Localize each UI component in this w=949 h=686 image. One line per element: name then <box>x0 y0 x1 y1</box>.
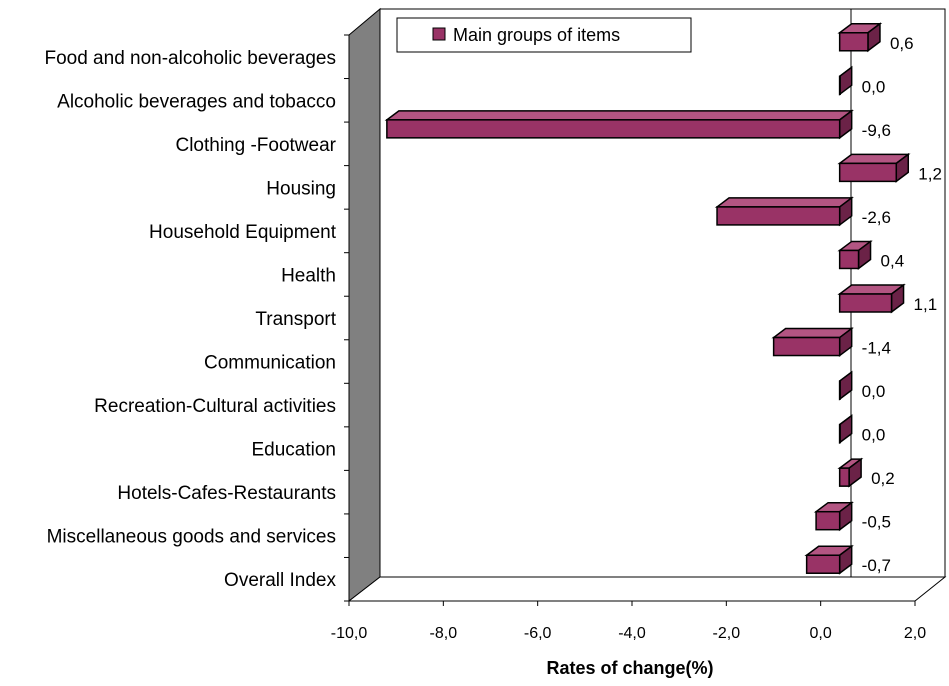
category-label: Household Equipment <box>149 222 337 243</box>
bar-front <box>838 32 869 52</box>
data-label: -9,6 <box>862 121 891 140</box>
bar <box>837 152 911 183</box>
category-label: Transport <box>255 309 336 330</box>
bars <box>384 22 911 575</box>
category-label: Recreation-Cultural activities <box>94 396 336 417</box>
category-label: Communication <box>204 353 336 374</box>
x-tick-label: 2,0 <box>904 625 926 642</box>
value-axis <box>348 600 916 606</box>
x-tick-label: 0,0 <box>810 625 832 642</box>
category-label: Education <box>251 440 336 461</box>
legend-label: Main groups of items <box>453 25 620 45</box>
data-label: -2,6 <box>862 208 891 227</box>
bar <box>838 65 853 96</box>
category-label: Housing <box>266 178 336 199</box>
x-tick-label: -8,0 <box>430 625 458 642</box>
data-label: 1,2 <box>918 164 942 183</box>
bar <box>771 327 854 358</box>
bar <box>804 544 854 575</box>
legend-box <box>396 17 692 53</box>
bar-top <box>771 327 854 339</box>
category-label: Miscellaneous goods and services <box>47 527 336 548</box>
bar <box>837 22 883 53</box>
data-label: -1,4 <box>862 339 891 358</box>
bar-front <box>716 206 841 226</box>
tick-labels: -10,0 -8,0 -6,0 -4,0 -2,0 0,0 2,0 <box>331 625 926 642</box>
data-label: 1,1 <box>914 295 938 314</box>
data-label: 0,2 <box>871 469 895 488</box>
category-label: Food and non-alcoholic beverages <box>44 48 336 69</box>
bar-front <box>838 467 850 487</box>
bar-front <box>386 119 841 139</box>
x-axis-title: Rates of change(%) <box>546 658 713 678</box>
floor <box>347 576 947 602</box>
bar <box>837 457 864 488</box>
bar <box>838 414 853 445</box>
bar-front <box>838 75 841 96</box>
category-axis <box>344 34 350 602</box>
bar-top <box>384 110 854 121</box>
legend-swatch <box>432 27 446 41</box>
bar-front <box>838 423 841 444</box>
data-label: -0,7 <box>862 556 891 575</box>
category-label: Hotels-Cafes-Restaurants <box>117 483 336 504</box>
bar <box>838 370 853 401</box>
bar-front <box>838 249 860 270</box>
bar <box>384 109 854 140</box>
data-label: 0,0 <box>862 426 886 445</box>
bar-top <box>714 197 854 208</box>
x-tick-label: -10,0 <box>331 625 368 642</box>
bar-front <box>838 380 841 400</box>
data-label: 0,4 <box>881 251 905 270</box>
bar <box>837 239 873 270</box>
bar-front <box>772 336 841 357</box>
x-tick-label: -2,0 <box>713 625 741 642</box>
data-label: 0,0 <box>862 382 886 401</box>
left-wall <box>348 7 381 603</box>
bar-front <box>838 162 898 183</box>
legend: Main groups of items <box>396 17 692 53</box>
data-labels: 0,6 0,0 -9,6 1,2 -2,6 0,4 1,1 -1,4 0,0 0,0 0,2 -0,5… <box>862 34 942 575</box>
bar <box>837 283 906 314</box>
data-label: 0,6 <box>890 34 914 53</box>
bar <box>813 501 854 532</box>
category-label: Health <box>281 265 336 286</box>
x-tick-label: -6,0 <box>524 625 552 642</box>
data-label: -0,5 <box>862 513 891 532</box>
bar-front <box>805 554 841 574</box>
bar-front <box>838 293 893 313</box>
category-labels: Food and non-alcoholic beverages Alcoholi… <box>44 48 336 591</box>
x-tick-label: -4,0 <box>618 625 646 642</box>
category-label: Alcoholic beverages and tobacco <box>57 91 336 112</box>
category-label: Clothing -Footwear <box>175 135 336 156</box>
category-label: Overall Index <box>224 570 336 591</box>
bar <box>714 196 854 227</box>
data-label: 0,0 <box>862 77 886 96</box>
bar-front <box>815 510 841 531</box>
